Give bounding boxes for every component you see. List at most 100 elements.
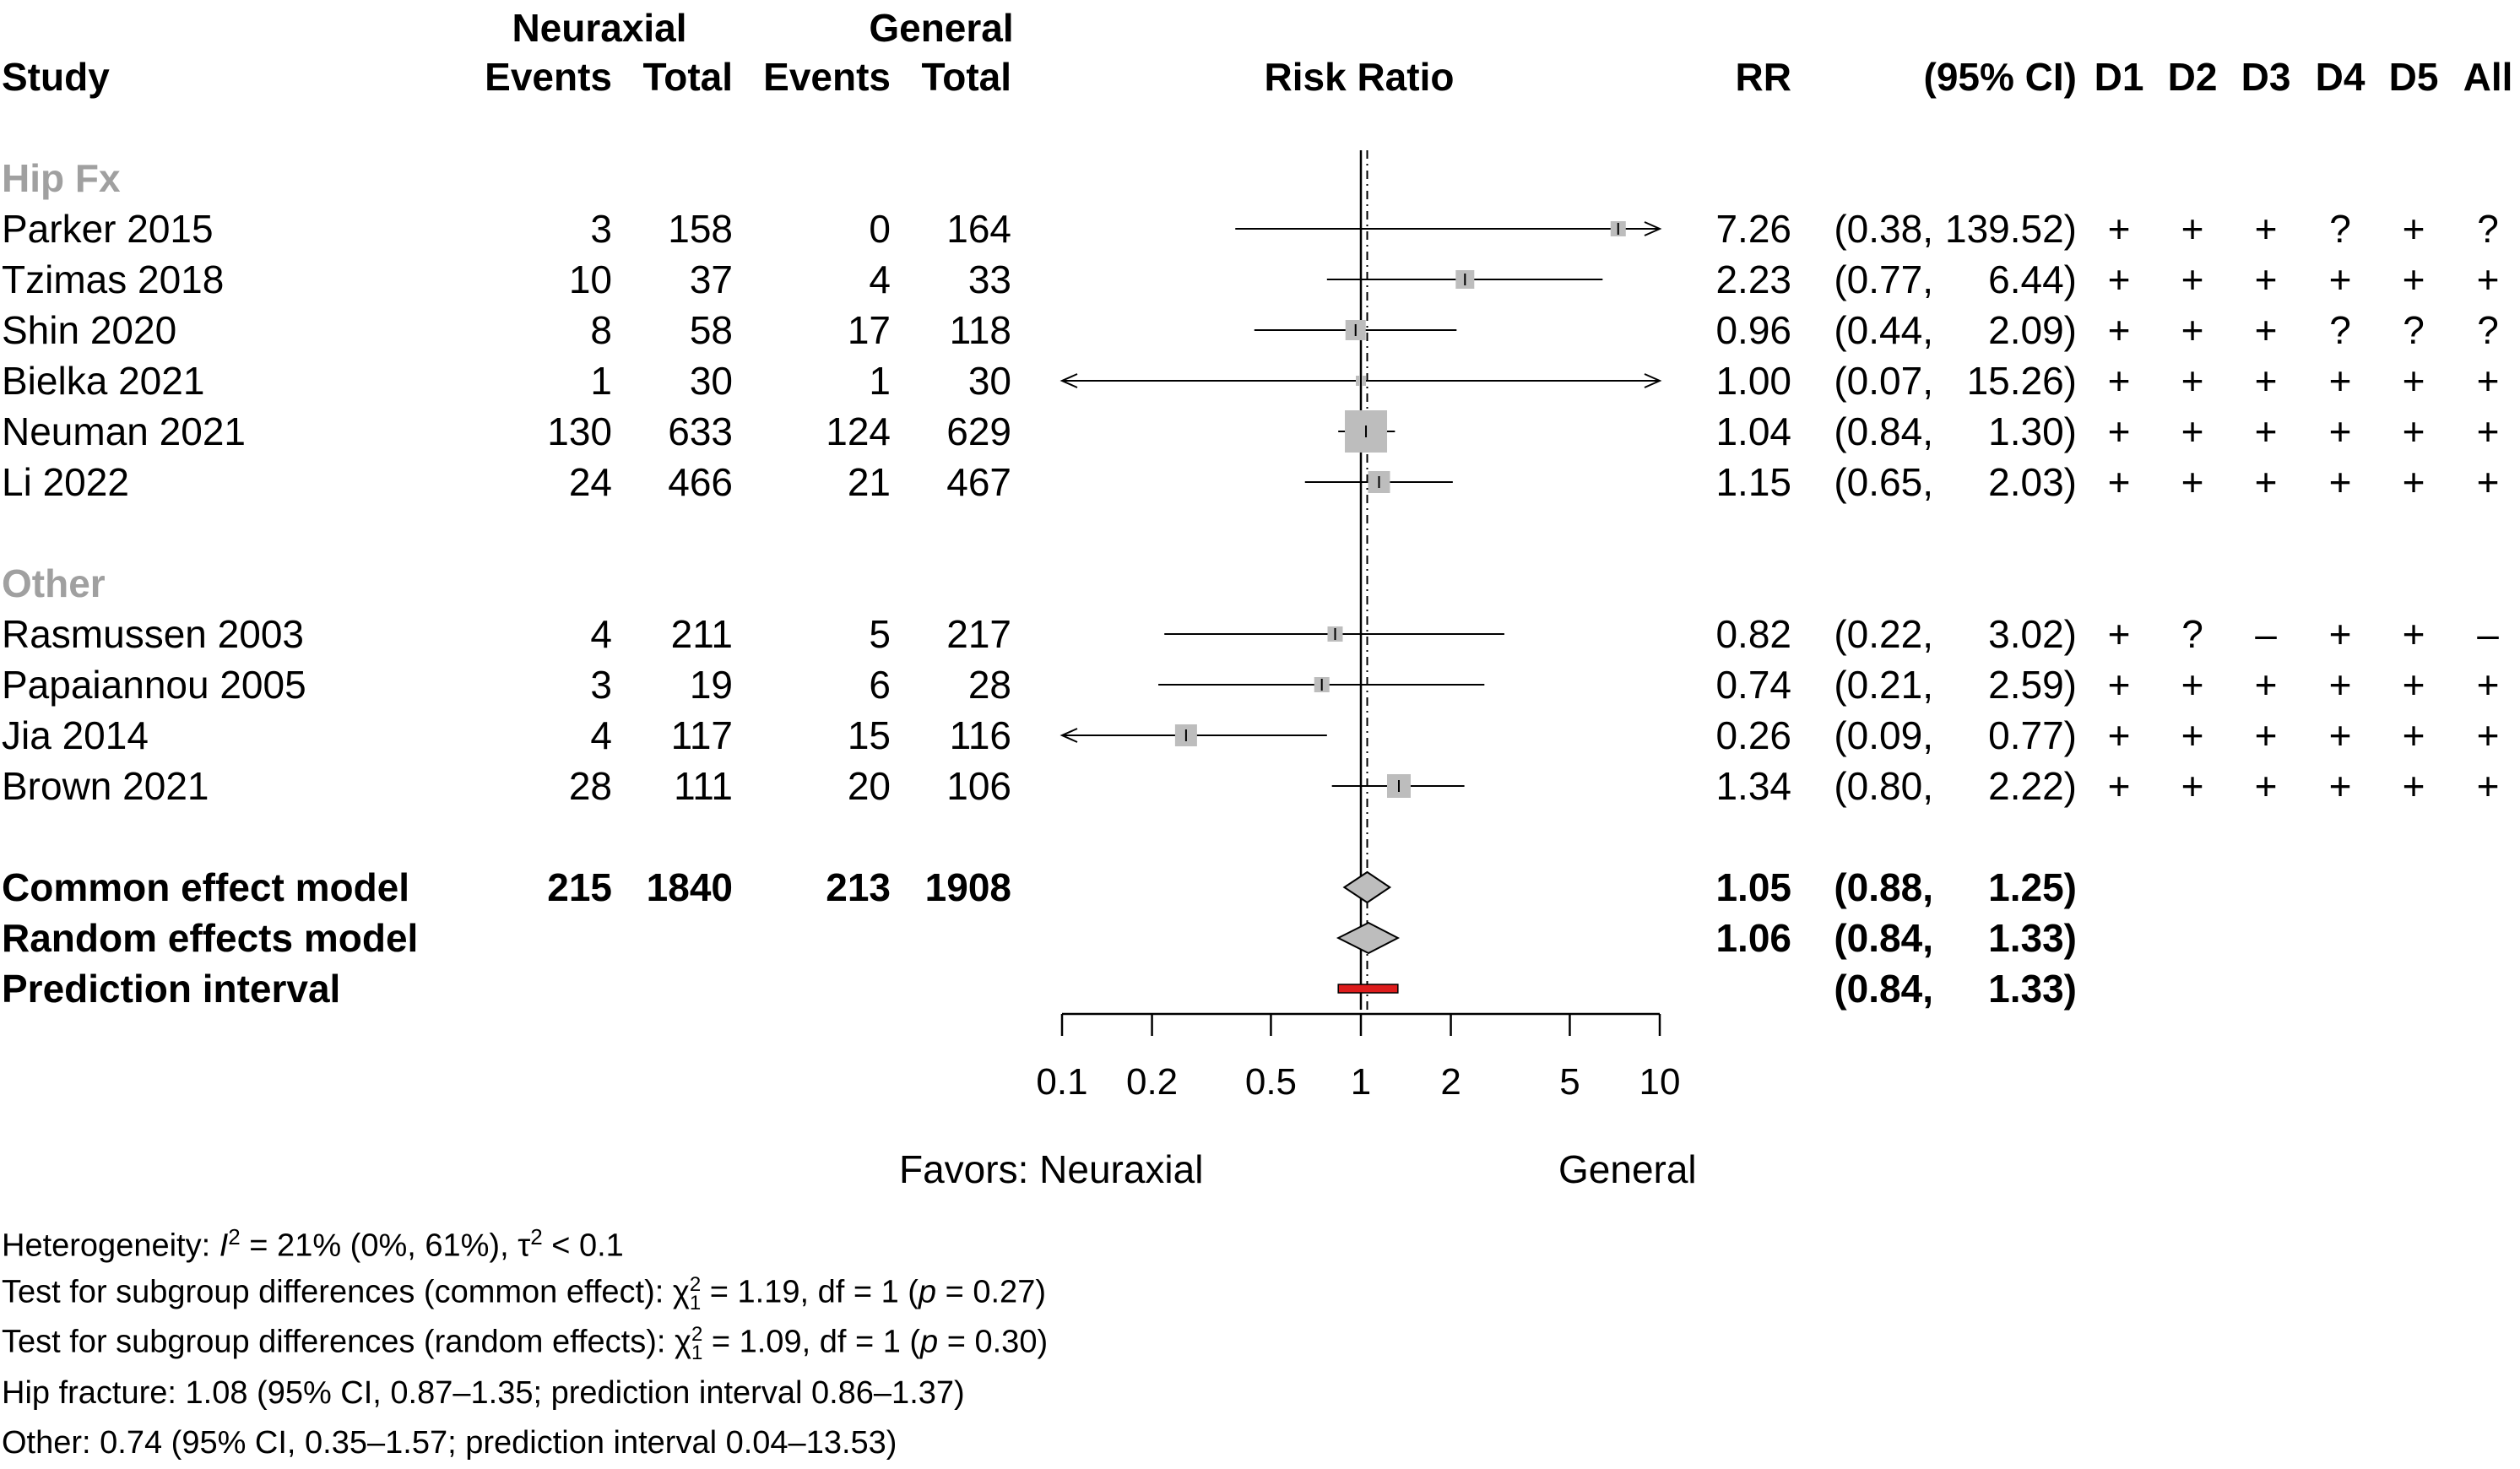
- x-tick-label: 0.2: [1126, 1061, 1178, 1103]
- footnote-other: Other: 0.74 (95% CI, 0.35–1.57; predicti…: [2, 1425, 897, 1461]
- x-tick-label: 10: [1639, 1061, 1681, 1103]
- pooled-ci-upper: 1.25): [1988, 865, 2077, 909]
- ci-lower: (0.77,: [1834, 257, 1933, 301]
- rob-all: +: [2476, 663, 2500, 707]
- ci-lower: (0.22,: [1834, 612, 1933, 656]
- subgroup-label: Other: [2, 561, 106, 605]
- total-neuraxial: 158: [668, 207, 733, 251]
- events-neuraxial: 4: [590, 612, 612, 656]
- study-name: Papaiannou 2005: [2, 663, 306, 707]
- study-name: Li 2022: [2, 460, 129, 504]
- header-events-1: Events: [485, 55, 612, 99]
- rob-d2: +: [2181, 207, 2204, 251]
- rob-d1: +: [2107, 713, 2131, 757]
- events-general: 1: [869, 359, 891, 403]
- x-tick-label: 0.1: [1036, 1061, 1087, 1103]
- total-general: 106: [946, 764, 1011, 808]
- study-name: Tzimas 2018: [2, 257, 225, 301]
- total-general: 28: [967, 663, 1011, 707]
- rob-d1: +: [2107, 257, 2131, 301]
- total-neuraxial: 19: [689, 663, 733, 707]
- study-name: Parker 2015: [2, 207, 214, 251]
- ci-upper: 6.44): [1988, 257, 2077, 301]
- rob-d4: +: [2328, 257, 2352, 301]
- rob-d5: +: [2402, 764, 2425, 808]
- rob-d1: +: [2107, 207, 2131, 251]
- rob-d3: +: [2254, 460, 2278, 504]
- header-domain-d2: D2: [2167, 55, 2218, 99]
- ci-lower: (0.21,: [1834, 663, 1933, 707]
- x-tick-label: 2: [1440, 1061, 1461, 1103]
- rob-all: +: [2476, 359, 2500, 403]
- ci-lower: (0.65,: [1834, 460, 1933, 504]
- rr-value: 0.26: [1715, 713, 1791, 757]
- total-general: 164: [946, 207, 1011, 251]
- rob-d5: +: [2402, 207, 2425, 251]
- rob-all: +: [2476, 257, 2500, 301]
- rob-d4: +: [2328, 713, 2352, 757]
- arrow-left-icon: [1059, 728, 1078, 743]
- events-neuraxial: 1: [590, 359, 612, 403]
- study-name: Brown 2021: [2, 764, 209, 808]
- rr-value: 1.15: [1715, 460, 1791, 504]
- ci-upper: 2.59): [1988, 663, 2077, 707]
- study-name: Neuman 2021: [2, 409, 246, 453]
- ci-upper: 2.22): [1988, 764, 2077, 808]
- rob-d2: +: [2181, 308, 2204, 352]
- rob-d1: +: [2107, 663, 2131, 707]
- pooled-total-general: 1908: [924, 865, 1011, 909]
- rob-d3: –: [2255, 612, 2277, 656]
- header-events-2: Events: [763, 55, 891, 99]
- ci-upper: 15.26): [1966, 359, 2077, 403]
- events-general: 4: [869, 257, 891, 301]
- events-general: 20: [847, 764, 891, 808]
- events-neuraxial: 8: [590, 308, 612, 352]
- header-total-2: Total: [921, 55, 1011, 99]
- events-neuraxial: 3: [590, 207, 612, 251]
- ci-upper: 3.02): [1988, 612, 2077, 656]
- rr-value: 2.23: [1715, 257, 1791, 301]
- rob-d1: +: [2107, 409, 2131, 453]
- rob-d4: +: [2328, 663, 2352, 707]
- rob-d5: +: [2402, 359, 2425, 403]
- total-general: 217: [946, 612, 1011, 656]
- header-group1: Neuraxial: [512, 6, 687, 50]
- rob-all: ?: [2477, 308, 2499, 352]
- arrow-left-icon: [1059, 373, 1078, 388]
- events-general: 21: [847, 460, 891, 504]
- rr-value: 1.04: [1715, 409, 1791, 453]
- prediction-interval-bar: [1337, 984, 1399, 994]
- pooled-total-neuraxial: 1840: [646, 865, 733, 909]
- ci-lower: (0.80,: [1834, 764, 1933, 808]
- ci-upper: 1.30): [1988, 409, 2077, 453]
- rob-d5: +: [2402, 409, 2425, 453]
- total-neuraxial: 58: [689, 308, 733, 352]
- rob-d1: +: [2107, 764, 2131, 808]
- events-neuraxial: 24: [568, 460, 612, 504]
- rob-d4: ?: [2329, 207, 2351, 251]
- pooled-ci-lower: (0.84,: [1834, 967, 1933, 1011]
- total-general: 629: [946, 409, 1011, 453]
- rob-d2: +: [2181, 663, 2204, 707]
- ci-lower: (0.44,: [1834, 308, 1933, 352]
- pooled-events-neuraxial: 215: [547, 865, 612, 909]
- header-total-1: Total: [642, 55, 733, 99]
- header-ci: (95% CI): [1923, 55, 2077, 99]
- favors-right-label: General: [1558, 1147, 1697, 1191]
- ci-upper: 2.09): [1988, 308, 2077, 352]
- rob-d5: +: [2402, 713, 2425, 757]
- rob-d2: +: [2181, 460, 2204, 504]
- header-risk-ratio: Risk Ratio: [1264, 55, 1455, 99]
- rob-d3: +: [2254, 713, 2278, 757]
- events-neuraxial: 3: [590, 663, 612, 707]
- ci-upper: 2.03): [1988, 460, 2077, 504]
- rob-all: –: [2477, 612, 2499, 656]
- pooled-ci-lower: (0.88,: [1834, 865, 1933, 909]
- rob-d2: +: [2181, 764, 2204, 808]
- rob-d5: +: [2402, 460, 2425, 504]
- arrow-right-icon: [1644, 373, 1662, 388]
- rr-value: 0.96: [1715, 308, 1791, 352]
- rob-d3: +: [2254, 663, 2278, 707]
- total-general: 30: [967, 359, 1011, 403]
- footnote-test-common: Test for subgroup differences (common ef…: [2, 1273, 1046, 1315]
